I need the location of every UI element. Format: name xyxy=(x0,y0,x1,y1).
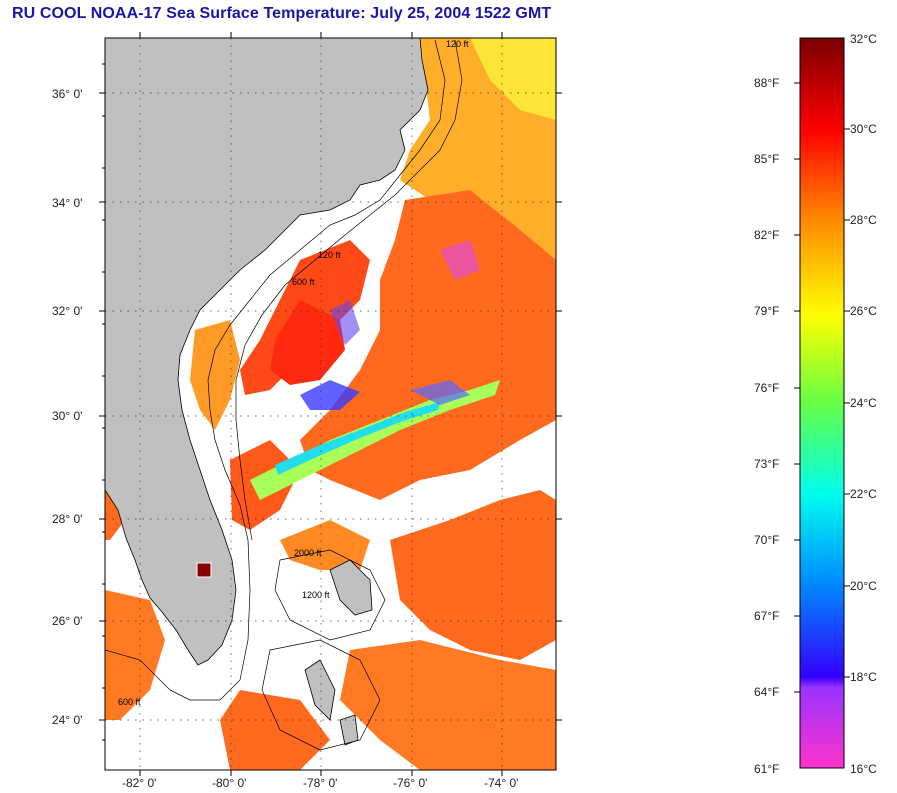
lake-okeechobee xyxy=(196,562,212,578)
contour-label: 1200 ft xyxy=(302,590,330,600)
fahrenheit-labels: 88°F 85°F 82°F 79°F 76°F 73°F 70°F 67°F … xyxy=(754,76,779,776)
c-label: 16°C xyxy=(850,762,877,776)
celsius-labels: 32°C 30°C 28°C 26°C 24°C 22°C 20°C 18°C … xyxy=(850,32,877,776)
f-label: 61°F xyxy=(754,762,779,776)
lon-label: -74° 0' xyxy=(484,776,518,790)
c-label: 22°C xyxy=(850,487,877,501)
map-title: RU COOL NOAA-17 Sea Surface Temperature:… xyxy=(12,5,552,22)
colorbar xyxy=(799,37,845,769)
lat-label: 32° 0' xyxy=(52,304,82,318)
c-label: 30°C xyxy=(850,122,877,136)
f-label: 88°F xyxy=(754,76,779,90)
c-label: 32°C xyxy=(850,32,877,46)
island-bahamas-2 xyxy=(304,659,336,721)
lat-label: 26° 0' xyxy=(52,614,82,628)
latitude-labels: 36° 0' 34° 0' 32° 0' 30° 0' 28° 0' 26° 0… xyxy=(52,87,82,727)
contour-label: 120 ft xyxy=(446,39,469,49)
colorbar-ticks xyxy=(794,82,850,693)
contour-label: 120 ft xyxy=(318,250,341,260)
longitude-labels: -82° 0' -80° 0' -78° 0' -76° 0' -74° 0' xyxy=(122,776,518,790)
land-mainland xyxy=(105,38,429,666)
c-label: 28°C xyxy=(850,213,877,227)
contour-label: 600 ft xyxy=(292,277,315,287)
lat-label: 30° 0' xyxy=(52,409,82,423)
lon-label: -78° 0' xyxy=(303,776,337,790)
lon-label: -76° 0' xyxy=(393,776,427,790)
lat-label: 28° 0' xyxy=(52,512,82,526)
f-label: 82°F xyxy=(754,228,779,242)
f-label: 79°F xyxy=(754,304,779,318)
contour-label: 2000 ft xyxy=(294,548,322,558)
sst-patches xyxy=(105,38,556,770)
f-label: 67°F xyxy=(754,609,779,623)
graticule xyxy=(105,38,556,770)
f-label: 70°F xyxy=(754,533,779,547)
lat-label: 36° 0' xyxy=(52,87,82,101)
contour-labels: 120 ft 120 ft 600 ft 2000 ft 1200 ft 600… xyxy=(118,39,469,707)
axis-ticks xyxy=(99,32,562,776)
island-bahamas-3 xyxy=(339,714,359,746)
map-frame xyxy=(104,37,557,771)
lon-label: -80° 0' xyxy=(212,776,246,790)
lat-label: 34° 0' xyxy=(52,196,82,210)
c-label: 20°C xyxy=(850,579,877,593)
f-label: 73°F xyxy=(754,457,779,471)
f-label: 64°F xyxy=(754,685,779,699)
c-label: 26°C xyxy=(850,304,877,318)
c-label: 18°C xyxy=(850,670,877,684)
lon-label: -82° 0' xyxy=(122,776,156,790)
f-label: 76°F xyxy=(754,381,779,395)
lat-label: 24° 0' xyxy=(52,713,82,727)
c-label: 24°C xyxy=(850,396,877,410)
contour-label: 600 ft xyxy=(118,697,141,707)
bathymetry-contours xyxy=(105,39,463,751)
f-label: 85°F xyxy=(754,152,779,166)
